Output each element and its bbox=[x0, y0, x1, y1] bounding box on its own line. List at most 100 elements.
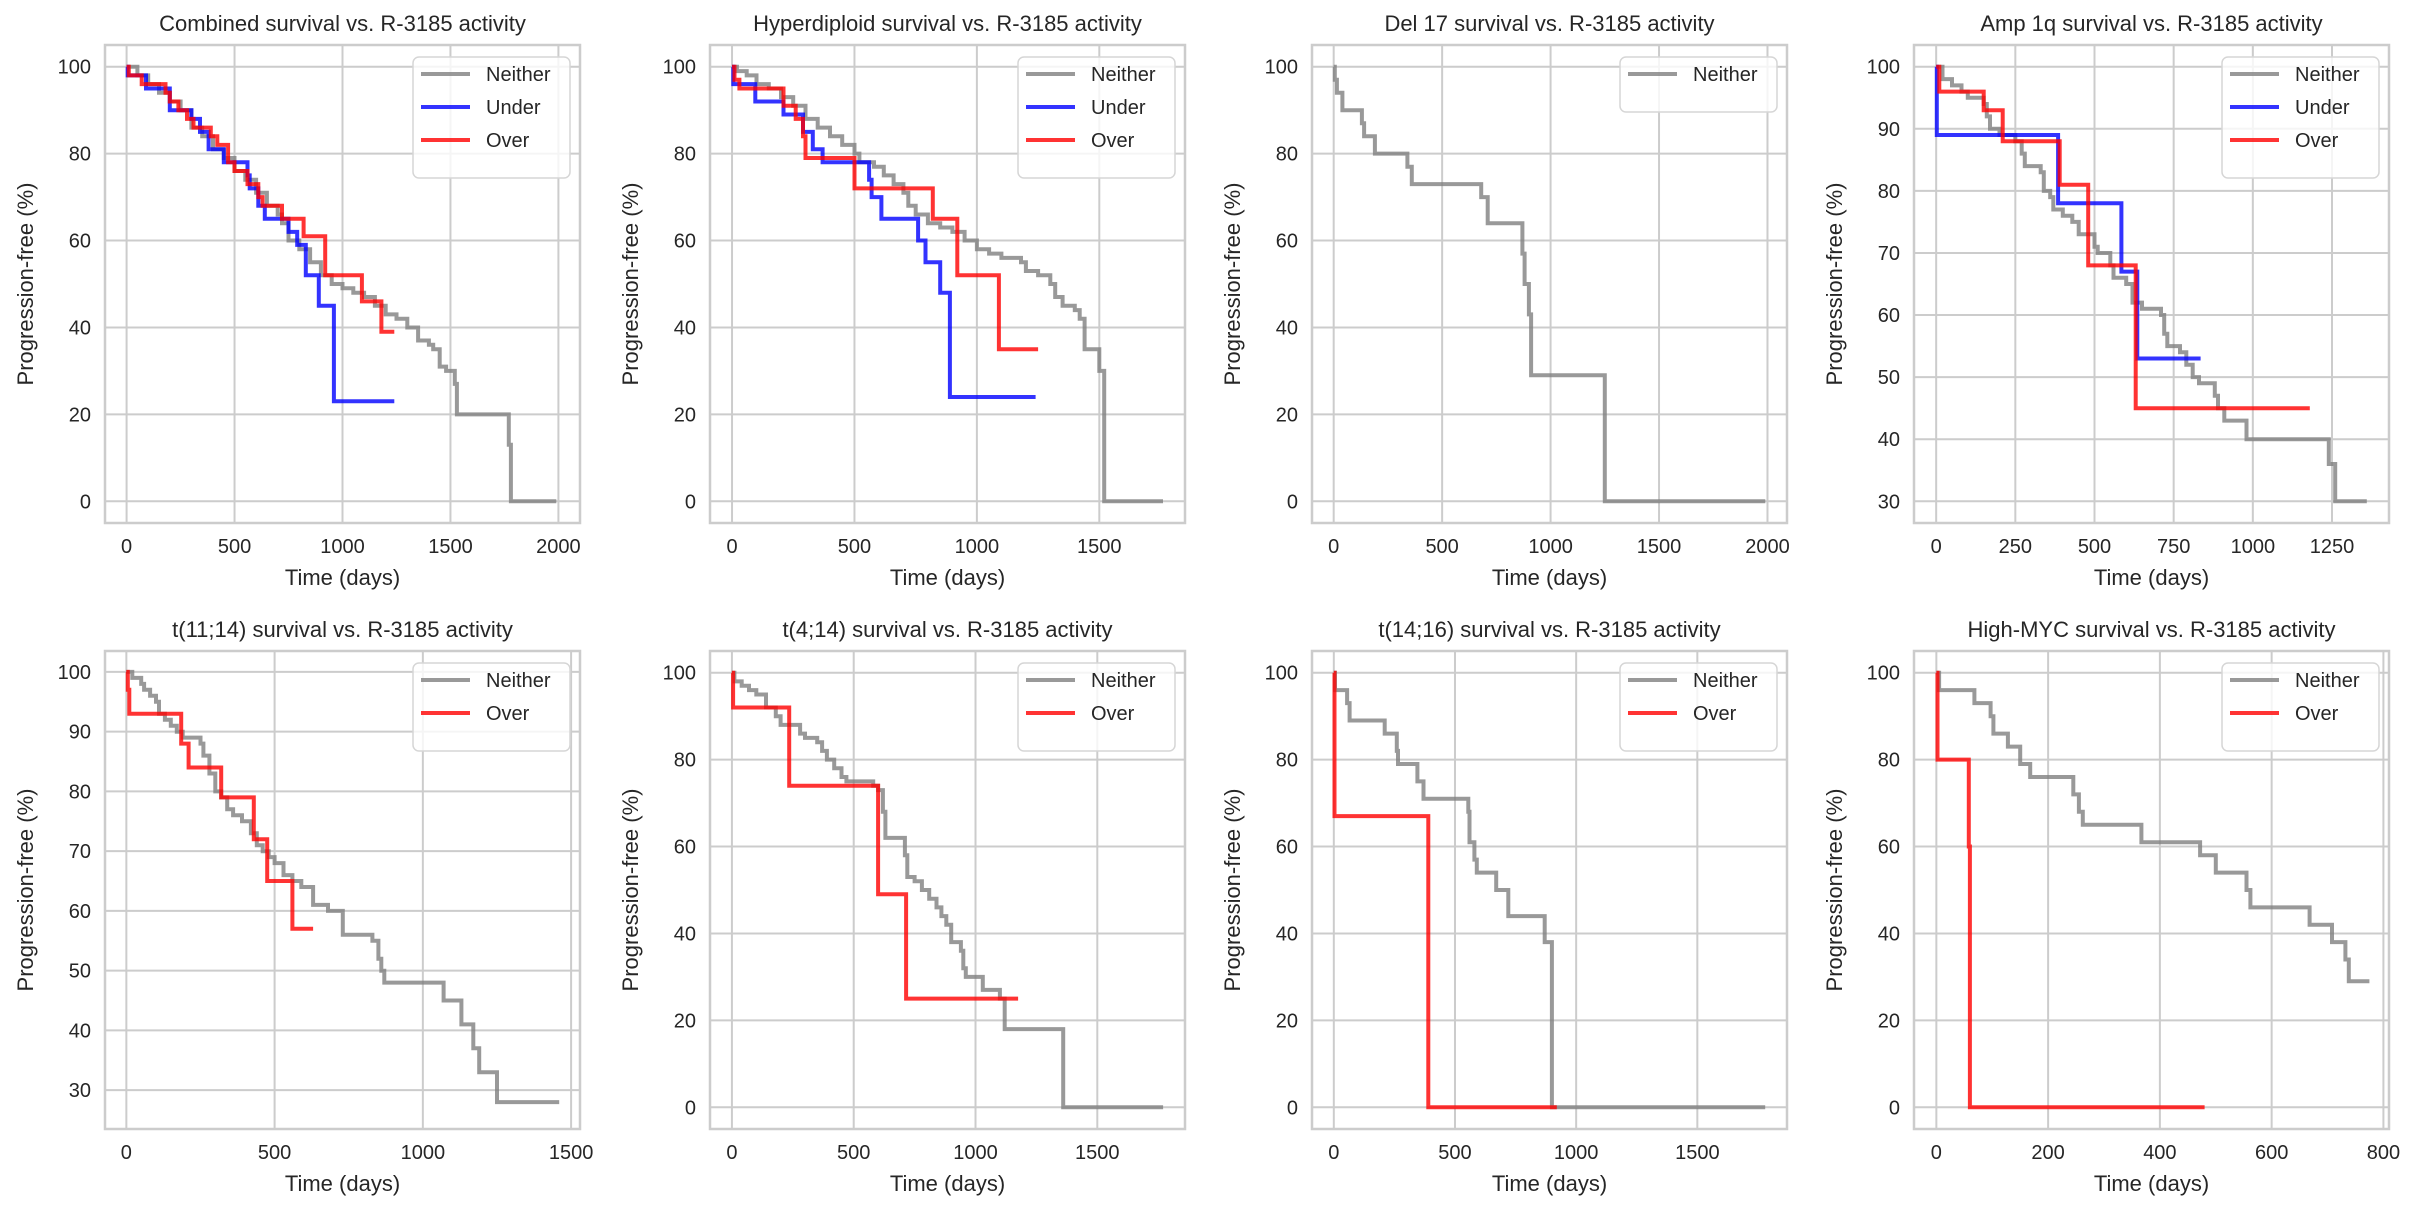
legend: Neither Over bbox=[1619, 662, 1778, 752]
y-tick-label: 0 bbox=[80, 491, 91, 513]
y-tick-label: 60 bbox=[69, 231, 91, 253]
x-axis-label: Time (days) bbox=[285, 1171, 400, 1196]
x-tick-label: 1000 bbox=[1554, 1142, 1599, 1164]
x-tick-label: 0 bbox=[726, 536, 737, 558]
panel-amp-1q: Amp 1q survival vs. R-3185 activity 0 250 5… bbox=[1822, 11, 2391, 590]
legend-box bbox=[1619, 56, 1778, 113]
legend-label-under: Under bbox=[486, 97, 541, 119]
y-axis-label: Progression-free (%) bbox=[1220, 789, 1245, 992]
y-tick-label: 80 bbox=[1878, 181, 1900, 203]
y-tick-label: 40 bbox=[1878, 923, 1900, 945]
x-tick-label: 0 bbox=[726, 1142, 737, 1164]
y-tick-label: 20 bbox=[1276, 404, 1298, 426]
y-tick-label: 100 bbox=[58, 57, 91, 79]
axes-frame bbox=[1310, 43, 1789, 525]
series-line-over bbox=[1936, 64, 2310, 411]
x-tick-label: 1000 bbox=[1528, 536, 1573, 558]
legend-box bbox=[1017, 662, 1176, 752]
legend-label-neither: Neither bbox=[2295, 64, 2360, 86]
y-tick-label: 40 bbox=[1276, 923, 1298, 945]
x-tick-label: 500 bbox=[1438, 1142, 1471, 1164]
x-axis-label: Time (days) bbox=[1492, 565, 1607, 590]
y-axis-label: Progression-free (%) bbox=[1822, 789, 1847, 992]
y-tick-label: 100 bbox=[1265, 663, 1298, 685]
x-tick-label: 500 bbox=[1425, 536, 1458, 558]
legend-label-under: Under bbox=[2295, 97, 2350, 119]
y-tick-label: 80 bbox=[69, 144, 91, 166]
y-tick-label: 40 bbox=[674, 923, 696, 945]
y-tick-label: 60 bbox=[1878, 305, 1900, 327]
x-tick-label: 400 bbox=[2143, 1142, 2176, 1164]
y-tick-label: 30 bbox=[1878, 491, 1900, 513]
y-tick-label: 0 bbox=[1287, 1097, 1298, 1119]
y-axis-label: Progression-free (%) bbox=[13, 789, 38, 992]
y-tick-label: 40 bbox=[1276, 317, 1298, 339]
legend-box bbox=[2221, 56, 2380, 179]
panel-combined: Combined survival vs. R-3185 activity 0 50… bbox=[13, 11, 582, 590]
y-tick-label: 80 bbox=[1276, 144, 1298, 166]
y-tick-label: 60 bbox=[69, 901, 91, 923]
panel-hyperdiploid: Hyperdiploid survival vs. R-3185 activit… bbox=[618, 11, 1187, 590]
x-tick-label: 1500 bbox=[428, 536, 473, 558]
x-axis-label: Time (days) bbox=[890, 565, 1005, 590]
x-axis-label: Time (days) bbox=[285, 565, 400, 590]
series-line-under bbox=[731, 64, 1036, 399]
panel-del-17: Del 17 survival vs. R-3185 activity 0 500 1… bbox=[1220, 11, 1790, 590]
x-tick-label: 750 bbox=[2157, 536, 2190, 558]
y-tick-label: 80 bbox=[69, 781, 91, 803]
panel-title: t(11;14) survival vs. R-3185 activity bbox=[172, 617, 513, 642]
y-tick-label: 20 bbox=[674, 1010, 696, 1032]
panel-title: Del 17 survival vs. R-3185 activity bbox=[1384, 11, 1714, 36]
y-tick-label: 0 bbox=[1287, 491, 1298, 513]
legend: Neither Over bbox=[412, 662, 571, 752]
legend-box bbox=[412, 662, 571, 752]
x-tick-label: 250 bbox=[1999, 536, 2032, 558]
series-line-neither bbox=[1333, 670, 1766, 1110]
x-tick-label: 500 bbox=[2078, 536, 2111, 558]
x-tick-label: 1250 bbox=[2310, 536, 2355, 558]
y-tick-label: 60 bbox=[1878, 837, 1900, 859]
axes-frame bbox=[1310, 649, 1789, 1131]
x-tick-label: 1000 bbox=[953, 1142, 998, 1164]
legend-label-over: Over bbox=[486, 130, 530, 152]
y-axis-label: Progression-free (%) bbox=[1220, 183, 1245, 386]
axes-frame bbox=[103, 649, 582, 1131]
axes-frame bbox=[708, 43, 1187, 525]
axes-frame bbox=[103, 43, 582, 525]
y-tick-label: 30 bbox=[69, 1080, 91, 1102]
legend: Neither Over bbox=[1017, 662, 1176, 752]
legend: Neither Under Over bbox=[2221, 56, 2380, 179]
y-axis-label: Progression-free (%) bbox=[618, 183, 643, 386]
legend: Neither bbox=[1619, 56, 1778, 113]
y-tick-label: 80 bbox=[1276, 750, 1298, 772]
y-tick-label: 0 bbox=[685, 491, 696, 513]
x-tick-label: 0 bbox=[1931, 536, 1942, 558]
panel-t-14-16: t(14;16) survival vs. R-3185 activity 0 50… bbox=[1220, 617, 1789, 1196]
y-tick-label: 40 bbox=[69, 1020, 91, 1042]
x-tick-label: 0 bbox=[121, 536, 132, 558]
x-tick-label: 500 bbox=[837, 1142, 870, 1164]
y-tick-label: 60 bbox=[674, 837, 696, 859]
axes-frame bbox=[708, 649, 1187, 1131]
y-tick-label: 20 bbox=[69, 404, 91, 426]
x-tick-label: 0 bbox=[1931, 1142, 1942, 1164]
legend-box bbox=[1619, 662, 1778, 752]
y-tick-label: 60 bbox=[1276, 231, 1298, 253]
series-line-under bbox=[125, 64, 395, 404]
panel-title: High-MYC survival vs. R-3185 activity bbox=[1968, 617, 2336, 642]
y-axis-label: Progression-free (%) bbox=[1822, 183, 1847, 386]
y-tick-label: 80 bbox=[674, 750, 696, 772]
y-axis-label: Progression-free (%) bbox=[618, 789, 643, 992]
y-tick-label: 0 bbox=[685, 1097, 696, 1119]
panel-t-11-14: t(11;14) survival vs. R-3185 activity 0 50… bbox=[13, 617, 593, 1196]
legend-label-over: Over bbox=[2295, 130, 2339, 152]
series-line-over bbox=[1332, 670, 1557, 1110]
legend: Neither Over bbox=[2221, 662, 2380, 752]
x-tick-label: 1500 bbox=[549, 1142, 594, 1164]
x-axis-label: Time (days) bbox=[2094, 1171, 2209, 1196]
legend-label-over: Over bbox=[1091, 130, 1135, 152]
legend-label-neither: Neither bbox=[1091, 64, 1156, 86]
y-axis-label: Progression-free (%) bbox=[13, 183, 38, 386]
panel-title: Hyperdiploid survival vs. R-3185 activit… bbox=[753, 11, 1142, 36]
x-axis-label: Time (days) bbox=[1492, 1171, 1607, 1196]
